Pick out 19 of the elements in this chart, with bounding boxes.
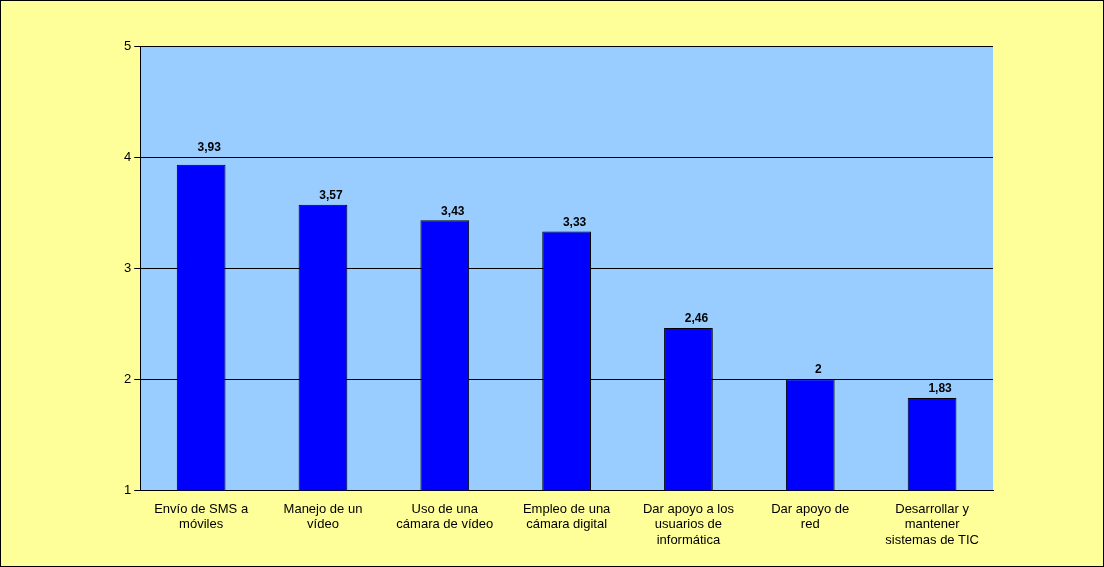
- x-tick-label: Envío de SMS a móviles: [154, 500, 249, 532]
- data-label: 3,43: [441, 203, 465, 218]
- x-tick-label: Dar apoyo a los usuarios de informática: [642, 500, 735, 547]
- y-tick-label: 2: [124, 370, 132, 386]
- x-tick-label: Desarrollar y mantener sistemas de TIC: [885, 500, 979, 547]
- x-tick-label: Uso de una cámara de vídeo: [396, 500, 494, 532]
- x-tick-label: Manejo de un vídeo: [283, 500, 363, 532]
- data-label: 3,57: [319, 188, 343, 203]
- data-label: 2,46: [684, 311, 709, 326]
- x-tick-label: Dar apoyo de red: [771, 500, 850, 532]
- y-tick-label: 3: [124, 259, 132, 275]
- y-tick-label: 1: [124, 481, 132, 497]
- data-label: 2: [814, 362, 822, 377]
- data-label: 3,93: [197, 140, 222, 155]
- data-label: 3,33: [562, 214, 587, 229]
- x-tick-label: Empleo de una cámara digital: [522, 500, 612, 532]
- y-tick-label: 4: [124, 148, 132, 164]
- y-tick-label: 5: [124, 37, 132, 53]
- data-label: 1,83: [928, 381, 953, 396]
